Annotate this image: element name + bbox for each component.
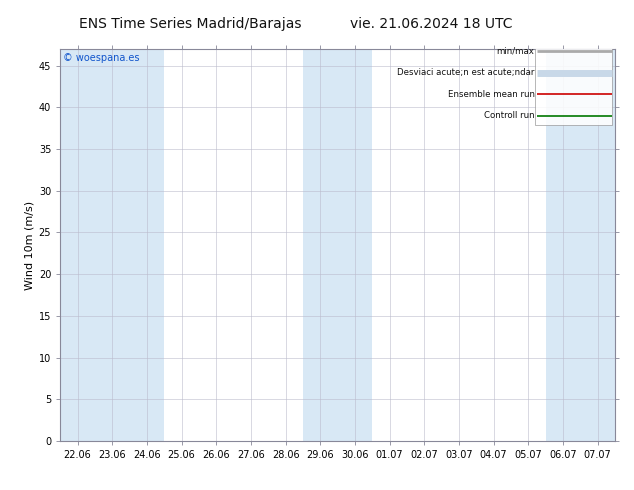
Bar: [546, 49, 580, 441]
Text: © woespana.es: © woespana.es: [63, 53, 139, 63]
Bar: [303, 49, 337, 441]
Text: vie. 21.06.2024 18 UTC: vie. 21.06.2024 18 UTC: [350, 17, 512, 31]
FancyBboxPatch shape: [534, 35, 612, 125]
Point: [108, 430, 116, 436]
Bar: [337, 49, 372, 441]
Point: [108, 431, 116, 437]
Text: Controll run: Controll run: [484, 111, 534, 120]
Bar: [129, 49, 164, 441]
Point: [103, 431, 111, 437]
Point: [103, 430, 111, 436]
Bar: [60, 49, 95, 441]
Point: [108, 430, 116, 436]
Point: [103, 431, 111, 437]
Text: ENS Time Series Madrid/Barajas: ENS Time Series Madrid/Barajas: [79, 17, 301, 31]
Bar: [95, 49, 129, 441]
Point: [103, 430, 111, 436]
Bar: [580, 49, 615, 441]
Y-axis label: Wind 10m (m/s): Wind 10m (m/s): [25, 200, 34, 290]
Text: Ensemble mean run: Ensemble mean run: [448, 90, 534, 98]
Point: [108, 431, 116, 437]
Text: min/max: min/max: [496, 47, 534, 55]
Text: Desviaci acute;n est acute;ndar: Desviaci acute;n est acute;ndar: [397, 68, 534, 77]
